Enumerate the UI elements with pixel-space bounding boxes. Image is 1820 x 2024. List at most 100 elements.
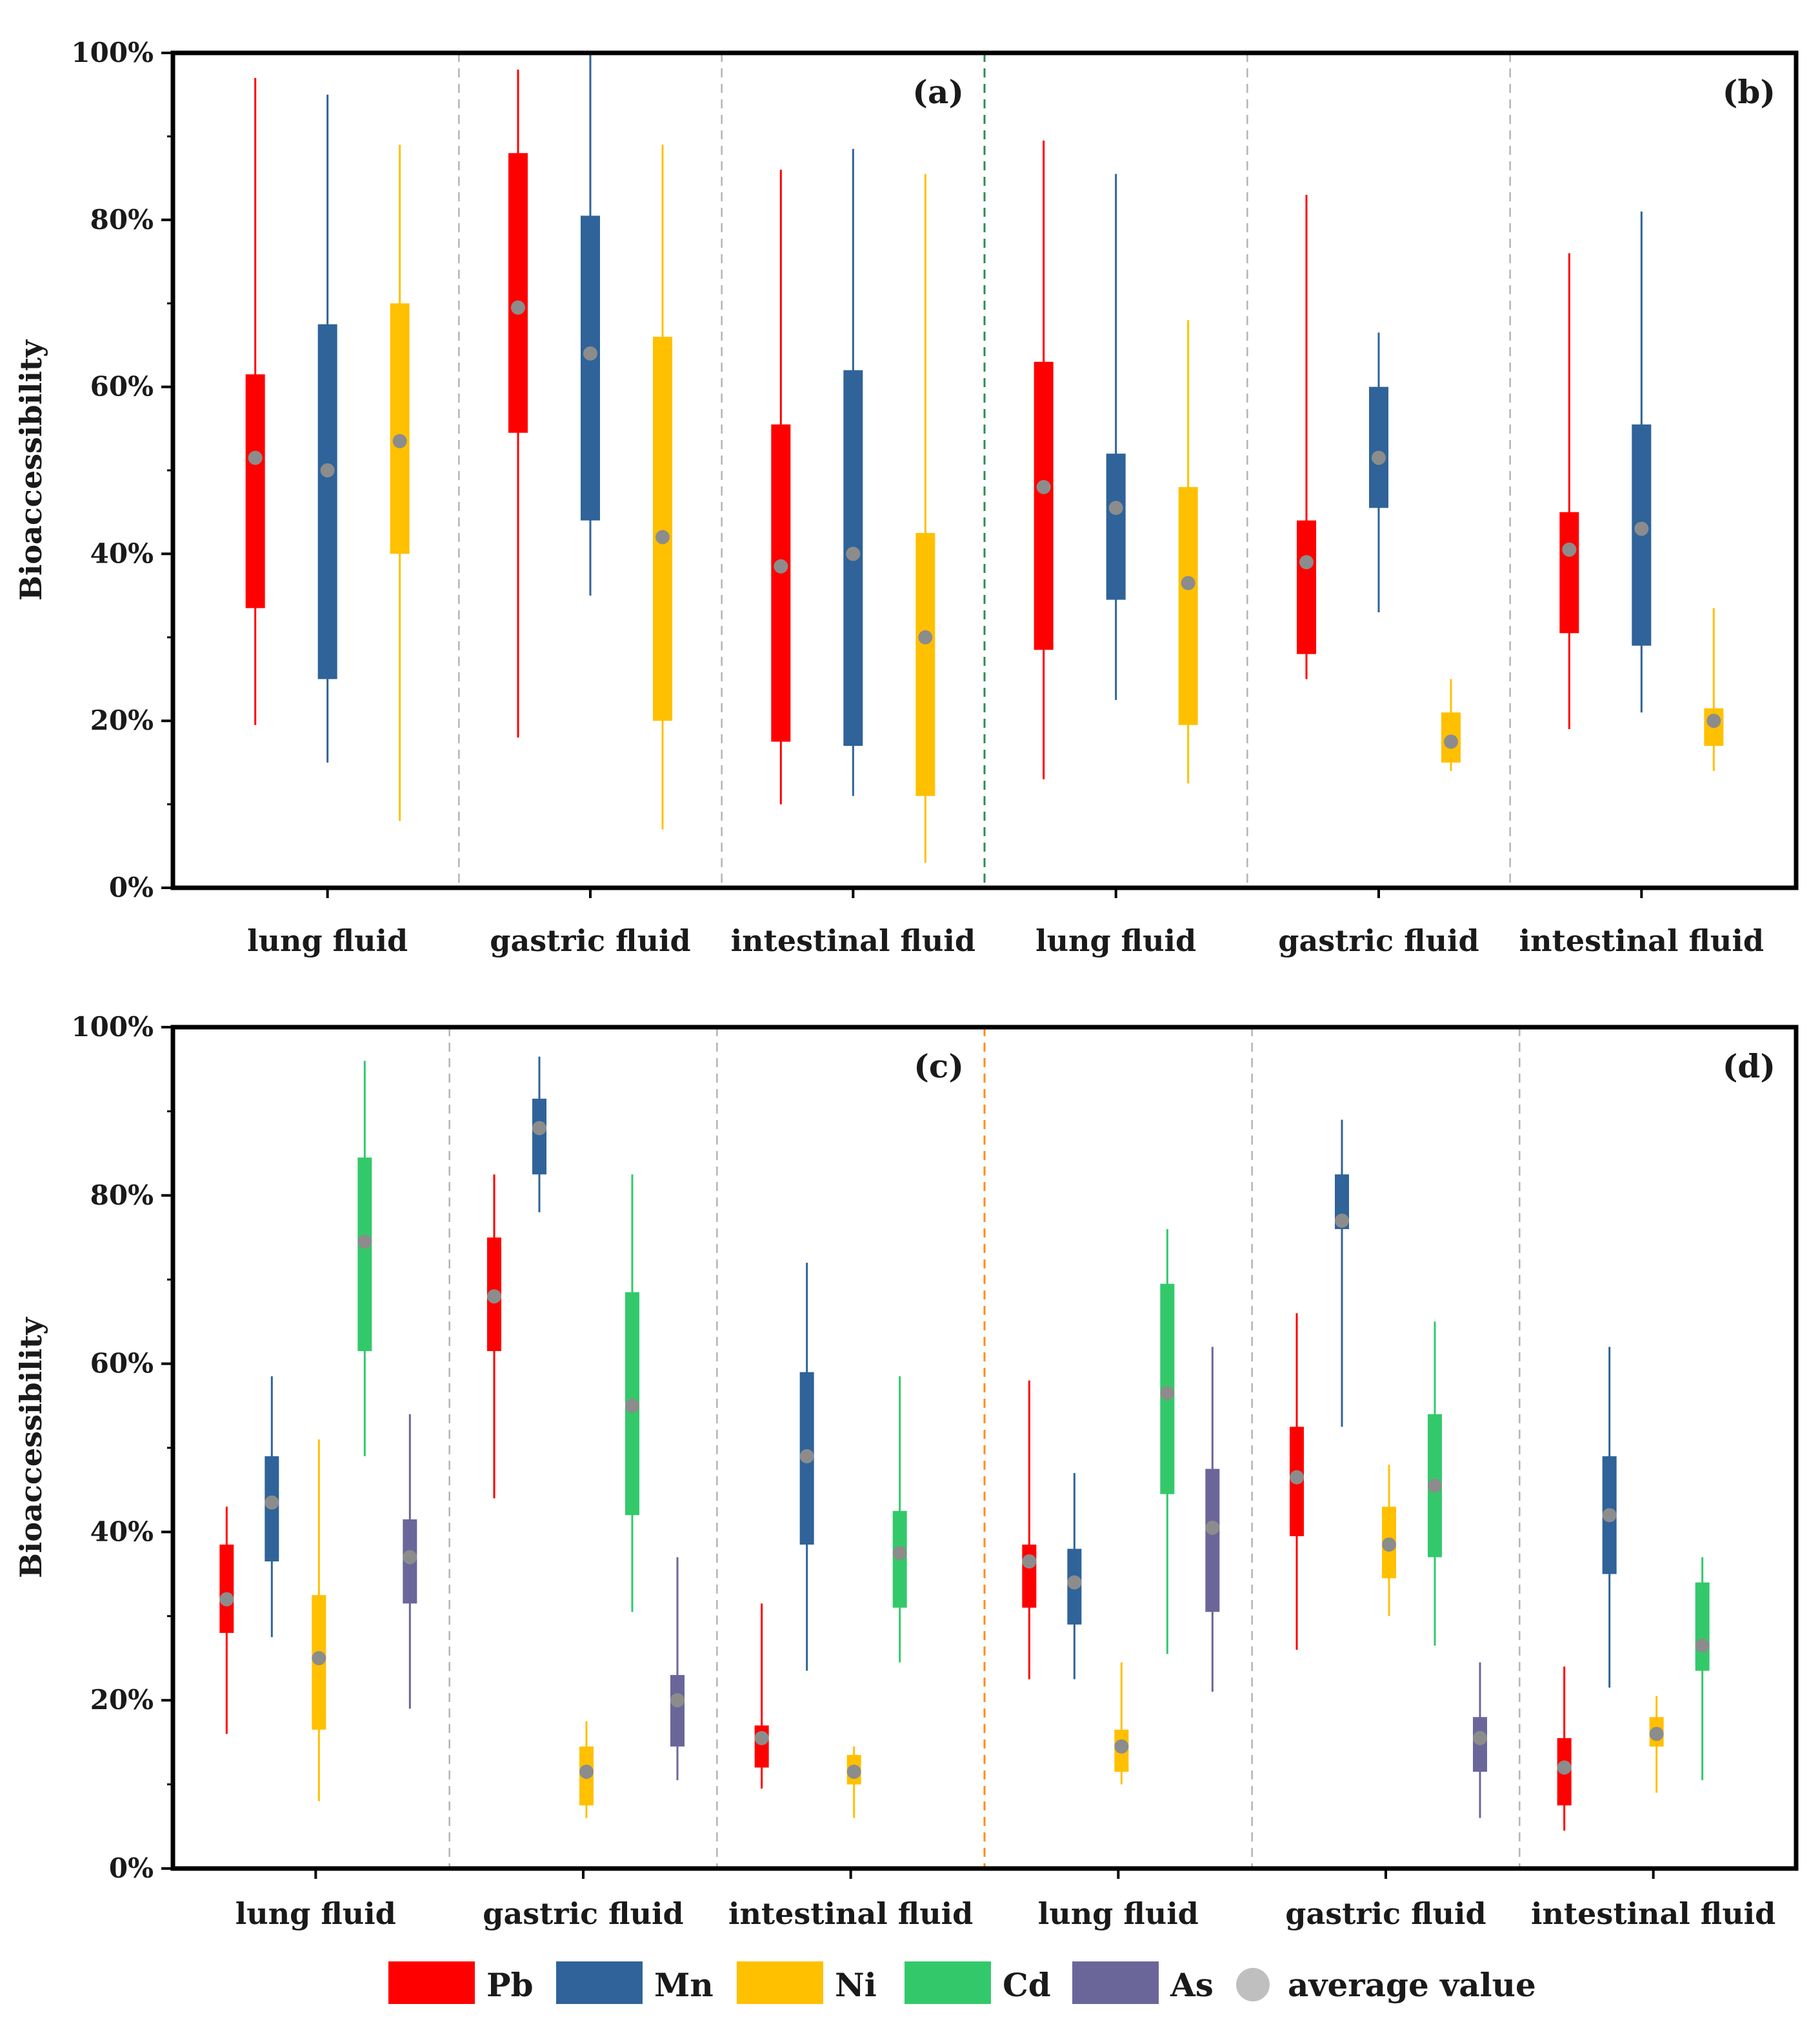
y-tick-label: 100%	[71, 37, 154, 68]
mean-marker-mn	[265, 1495, 279, 1510]
mean-marker-as	[1473, 1730, 1487, 1745]
mean-marker-ni	[1181, 576, 1195, 590]
panel-tag: (d)	[1723, 1047, 1775, 1085]
legend-label-mn: Mn	[654, 1966, 714, 2004]
mean-marker-pb	[1299, 555, 1314, 570]
mean-marker-mn	[1108, 501, 1123, 516]
x-category-label: intestinal fluid	[728, 1896, 973, 1931]
y-axis-label: Bioaccessibility	[14, 1317, 48, 1578]
mean-marker-ni	[579, 1765, 594, 1779]
x-category-label: gastric fluid	[490, 923, 690, 958]
mean-marker-mn	[1335, 1213, 1349, 1228]
box-cd	[357, 1157, 372, 1352]
box-pb	[245, 374, 265, 608]
box-as	[670, 1675, 685, 1747]
panel-tag: (b)	[1723, 73, 1775, 111]
panel-tag: (a)	[912, 73, 964, 111]
y-tick-label: 80%	[90, 1179, 154, 1211]
mean-marker-ni	[1444, 734, 1458, 749]
legend: Pb Mn Ni Cd As average value	[388, 1961, 1536, 2004]
mean-marker-cd	[357, 1234, 372, 1249]
x-category-label: gastric fluid	[483, 1896, 683, 1931]
mean-marker-pb	[1290, 1470, 1304, 1485]
mean-marker-as	[670, 1693, 685, 1708]
mean-marker-mn	[320, 463, 335, 477]
plot-frame	[170, 1025, 1799, 1871]
mean-marker-cd	[892, 1546, 907, 1560]
mean-marker-pb	[1036, 479, 1051, 494]
mean-marker-ni	[918, 630, 933, 645]
panel-tag: (c)	[914, 1047, 964, 1085]
mean-marker-pb	[248, 450, 263, 465]
y-tick-label: 80%	[90, 204, 154, 235]
box-pb	[508, 153, 528, 433]
mean-marker-cd	[1160, 1386, 1175, 1401]
mean-marker-as	[1205, 1520, 1220, 1535]
box-mn	[317, 324, 337, 679]
y-tick-label: 60%	[90, 371, 154, 403]
y-tick-label: 0%	[109, 1852, 154, 1884]
box-pb	[1559, 512, 1579, 634]
legend-swatch-cd	[905, 1961, 991, 2004]
mean-marker-ni	[1382, 1537, 1396, 1552]
box-ni	[915, 533, 935, 796]
box-mn	[1369, 386, 1388, 508]
legend-swatch-ni	[737, 1961, 823, 2004]
x-category-label: lung fluid	[235, 1896, 396, 1931]
x-category-label: intestinal fluid	[731, 923, 975, 958]
y-tick-label: 20%	[90, 705, 154, 736]
legend-average-marker	[1236, 1968, 1270, 2001]
x-category-label: gastric fluid	[1278, 923, 1479, 958]
chart-bottom-cd: 0% 20% 40% 60% 80% 100% Bioaccessibility lung f…	[14, 1011, 1799, 1931]
box-cd	[1695, 1582, 1710, 1671]
y-tick-label: 20%	[90, 1684, 154, 1716]
mean-marker-ni	[1649, 1727, 1664, 1741]
mean-marker-mn	[1067, 1575, 1082, 1590]
legend-swatch-as	[1072, 1961, 1159, 2004]
y-tick-label: 0%	[109, 872, 154, 903]
box-pb	[1297, 520, 1316, 654]
legend-swatch-mn	[556, 1961, 643, 2004]
box-ni	[1178, 486, 1198, 725]
mean-marker-cd	[1695, 1638, 1710, 1653]
mean-marker-pb	[487, 1289, 501, 1304]
y-tick-label: 40%	[90, 1516, 154, 1547]
y-tick-label: 100%	[71, 1011, 154, 1043]
box-pb	[219, 1544, 234, 1633]
x-category-label: intestinal fluid	[1519, 923, 1764, 958]
box-pb	[771, 424, 791, 742]
x-category-label: intestinal fluid	[1531, 1896, 1775, 1931]
mean-marker-as	[403, 1550, 417, 1565]
box-ni	[390, 303, 410, 554]
box-ni	[653, 336, 672, 721]
mean-marker-pb	[1557, 1760, 1572, 1775]
box-mn	[581, 215, 600, 521]
box-pb	[1034, 361, 1054, 650]
mean-marker-pb	[511, 300, 525, 315]
mean-marker-mn	[1634, 521, 1649, 536]
mean-marker-mn	[1602, 1508, 1617, 1523]
plot-frame	[170, 50, 1799, 890]
y-tick-label: 40%	[90, 537, 154, 569]
mean-marker-ni	[1114, 1739, 1129, 1754]
mean-marker-mn	[583, 346, 597, 361]
box-as	[1205, 1468, 1220, 1612]
mean-marker-mn	[846, 546, 861, 561]
box-mn	[1106, 454, 1126, 600]
mean-marker-mn	[532, 1121, 546, 1136]
y-axis-label: Bioaccessibility	[14, 339, 48, 601]
x-category-label: lung fluid	[1035, 923, 1196, 958]
legend-average-label: average value	[1288, 1966, 1536, 2004]
mean-marker-pb	[1562, 542, 1577, 557]
mean-marker-ni	[655, 530, 670, 545]
legend-swatch-pb	[388, 1961, 475, 2004]
mean-marker-pb	[219, 1592, 234, 1607]
mean-marker-cd	[625, 1398, 639, 1413]
legend-label-cd: Cd	[1003, 1966, 1051, 2004]
legend-label-pb: Pb	[486, 1966, 534, 2004]
mean-marker-pb	[1022, 1554, 1037, 1569]
mean-marker-ni	[312, 1651, 326, 1665]
y-tick-label: 60%	[90, 1348, 154, 1379]
mean-marker-mn	[1372, 450, 1386, 465]
